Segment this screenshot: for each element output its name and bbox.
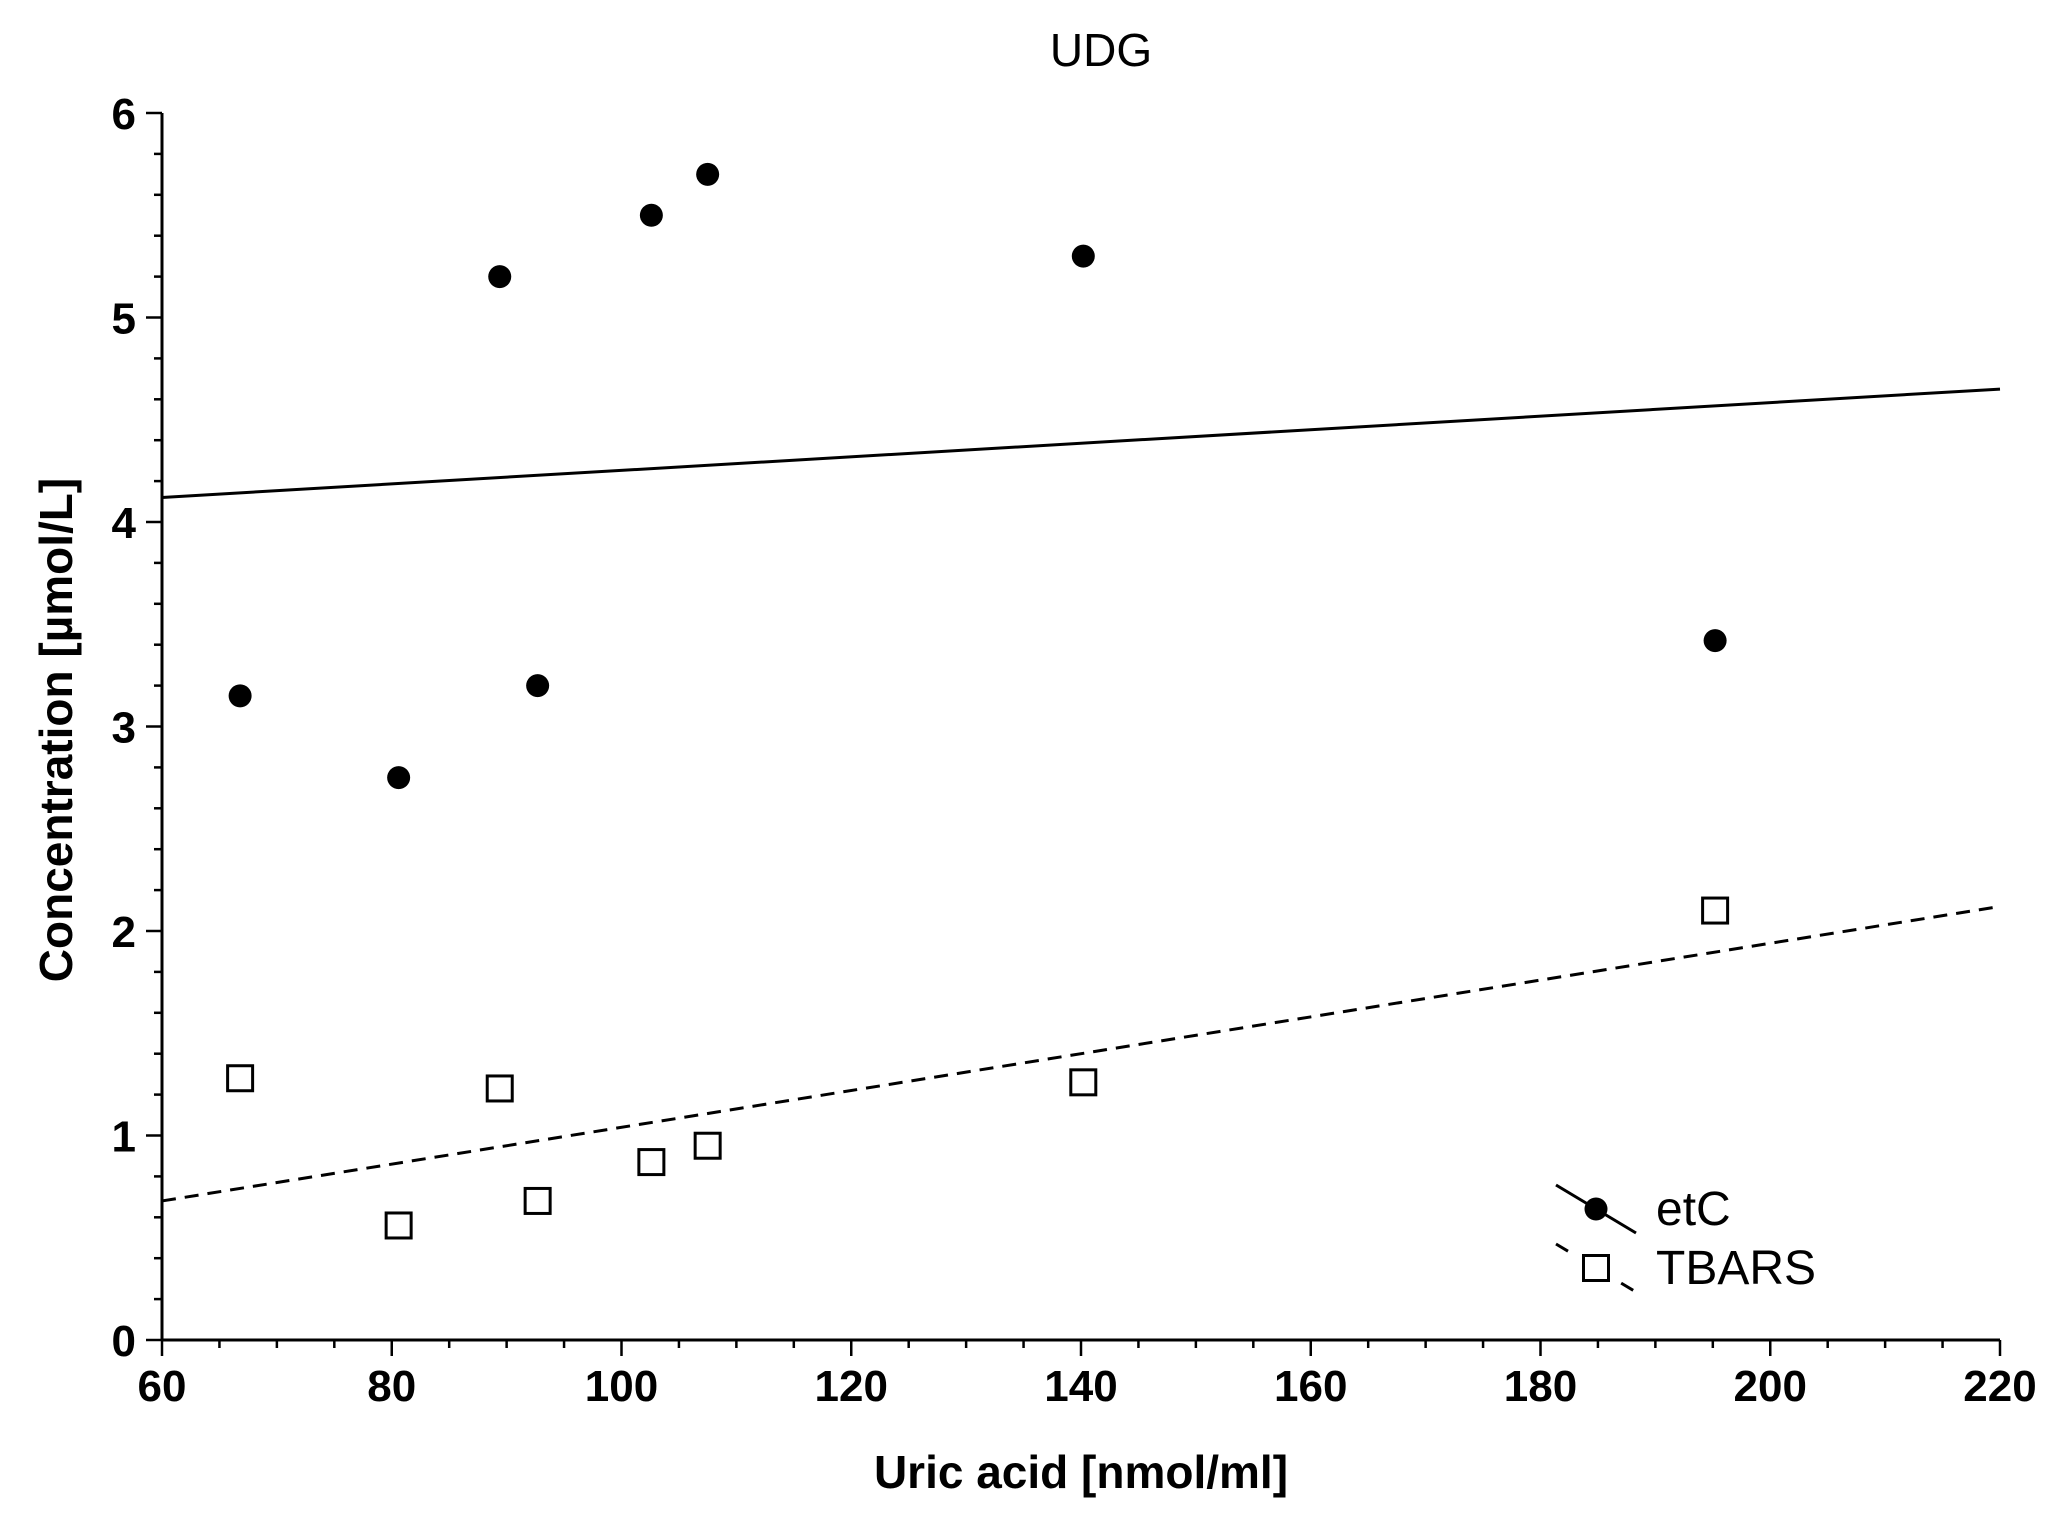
x-tick-label: 120 [815, 1362, 888, 1411]
y-tick-label: 4 [112, 499, 137, 548]
point-tbars [637, 1148, 666, 1177]
y-axis-title: Concentration [µmol/L] [30, 478, 82, 982]
legend-marker-etc [1584, 1197, 1608, 1221]
point-tbars [226, 1064, 255, 1093]
point-tbars [693, 1131, 722, 1160]
y-tick-label: 3 [112, 704, 136, 753]
legend-marker-tbars [1582, 1254, 1610, 1282]
point-etc [639, 203, 663, 227]
point-tbars [1701, 896, 1730, 925]
point-tbars [523, 1186, 552, 1215]
x-axis-title: Uric acid [nmol/ml] [874, 1446, 1288, 1498]
y-axis-ticks: 0 1 2 3 4 5 6 [112, 90, 162, 1366]
point-tbars [1069, 1068, 1098, 1097]
y-tick-label: 0 [112, 1317, 136, 1366]
fit-line-tbars [161, 904, 2001, 1203]
point-etc [1703, 629, 1727, 653]
fit-lines [161, 387, 2001, 1203]
data-points [226, 162, 1730, 1240]
point-etc [228, 684, 252, 708]
point-tbars [485, 1074, 514, 1103]
fit-line-etc [161, 387, 2001, 499]
x-tick-label: 140 [1044, 1362, 1117, 1411]
y-tick-label: 5 [112, 295, 136, 344]
legend-label-tbars: TBARS [1656, 1242, 1816, 1295]
point-tbars [384, 1211, 413, 1240]
x-axis-ticks: 60 80 100 120 140 160 180 200 220 [138, 1340, 2037, 1411]
point-etc [696, 162, 720, 186]
point-etc [526, 674, 550, 698]
x-tick-label: 200 [1734, 1362, 1807, 1411]
point-etc [1071, 244, 1095, 268]
x-tick-label: 100 [585, 1362, 658, 1411]
x-tick-label: 180 [1504, 1362, 1577, 1411]
y-tick-label: 6 [112, 90, 136, 139]
legend: etC TBARS [1555, 1183, 1816, 1295]
y-tick-label: 2 [112, 908, 136, 957]
x-tick-label: 60 [138, 1362, 187, 1411]
x-tick-label: 220 [1963, 1362, 2036, 1411]
legend-label-etc: etC [1656, 1183, 1731, 1236]
point-etc [488, 265, 512, 289]
y-tick-label: 1 [112, 1113, 136, 1162]
x-tick-label: 80 [367, 1362, 416, 1411]
chart-title: UDG [1050, 24, 1152, 76]
point-etc [387, 766, 411, 790]
x-tick-label: 160 [1274, 1362, 1347, 1411]
